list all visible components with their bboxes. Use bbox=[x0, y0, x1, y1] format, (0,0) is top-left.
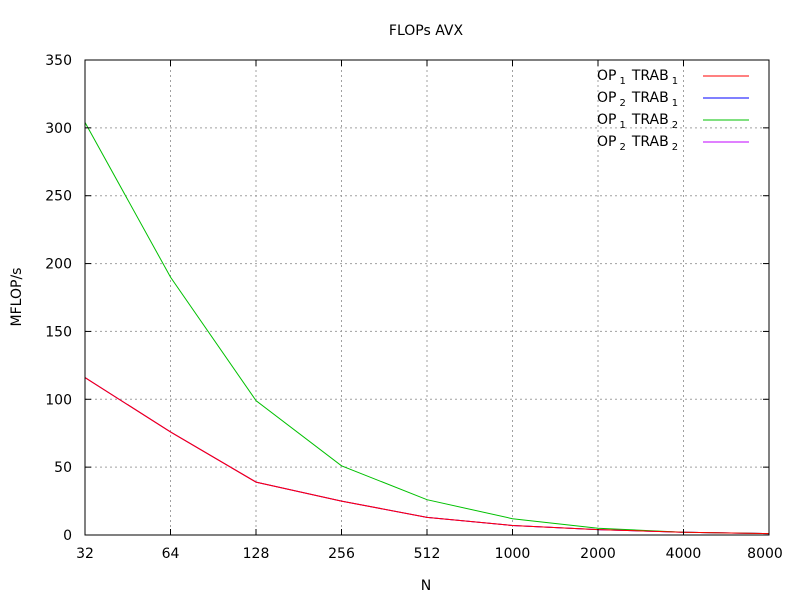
legend-main: OP bbox=[597, 68, 616, 84]
legend-item: OP 1 TRAB 1 bbox=[597, 68, 749, 87]
y-tick-label: 200 bbox=[45, 257, 72, 273]
legend-main: OP bbox=[597, 112, 616, 128]
y-tick-label: 100 bbox=[45, 392, 72, 408]
legend-second: TRAB bbox=[631, 112, 669, 128]
legend-main: OP bbox=[597, 90, 616, 106]
legend-second-subscript: 1 bbox=[672, 76, 678, 87]
legend: OP 1 TRAB 1OP 2 TRAB 1OP 1 TRAB 2OP 2 TRAB 2 bbox=[597, 68, 749, 153]
x-tick-label: 2000 bbox=[580, 546, 616, 562]
y-axis-label: MFLOP/s bbox=[9, 268, 25, 327]
legend-second: TRAB bbox=[631, 90, 669, 106]
x-tick-label: 8000 bbox=[747, 546, 783, 562]
y-tick-label: 50 bbox=[54, 460, 72, 476]
y-tick-label: 250 bbox=[45, 189, 72, 205]
x-tick-label: 64 bbox=[162, 546, 180, 562]
legend-item: OP 1 TRAB 2 bbox=[597, 112, 749, 131]
legend-second: TRAB bbox=[631, 134, 669, 150]
y-tick-label: 300 bbox=[45, 121, 72, 137]
y-tick-label: 150 bbox=[45, 324, 72, 340]
x-tick-label: 128 bbox=[243, 546, 270, 562]
x-tick-label: 1000 bbox=[495, 546, 531, 562]
legend-label: OP 2 TRAB 1 bbox=[597, 90, 678, 109]
y-tick-label: 0 bbox=[63, 528, 72, 544]
legend-main-subscript: 1 bbox=[619, 76, 625, 87]
legend-second-subscript: 2 bbox=[672, 120, 678, 131]
chart-title: FLOPs AVX bbox=[389, 23, 464, 39]
y-tick-label: 350 bbox=[45, 53, 72, 69]
legend-label: OP 1 TRAB 2 bbox=[597, 112, 678, 131]
legend-item: OP 2 TRAB 2 bbox=[597, 134, 749, 153]
legend-main-subscript: 2 bbox=[619, 98, 625, 109]
legend-label: OP 2 TRAB 2 bbox=[597, 134, 678, 153]
legend-second: TRAB bbox=[631, 68, 669, 84]
series-lines bbox=[84, 122, 770, 535]
legend-item: OP 2 TRAB 1 bbox=[597, 90, 749, 109]
x-tick-label: 256 bbox=[328, 546, 355, 562]
series-line-1 bbox=[84, 377, 770, 535]
x-tick-label: 4000 bbox=[666, 546, 702, 562]
x-tick-label: 512 bbox=[414, 546, 441, 562]
legend-label: OP 1 TRAB 1 bbox=[597, 68, 678, 87]
x-tick-label: 32 bbox=[76, 546, 94, 562]
x-axis-label: N bbox=[421, 578, 431, 594]
grid-lines bbox=[85, 60, 769, 535]
axis-ticks: 0 50 100 150 200 250 300 350 32 64 128 256 512 1000 20… bbox=[45, 53, 783, 562]
legend-second-subscript: 1 bbox=[672, 98, 678, 109]
legend-main: OP bbox=[597, 134, 616, 150]
legend-main-subscript: 1 bbox=[619, 120, 625, 131]
legend-main-subscript: 2 bbox=[619, 142, 625, 153]
legend-second-subscript: 2 bbox=[672, 142, 678, 153]
